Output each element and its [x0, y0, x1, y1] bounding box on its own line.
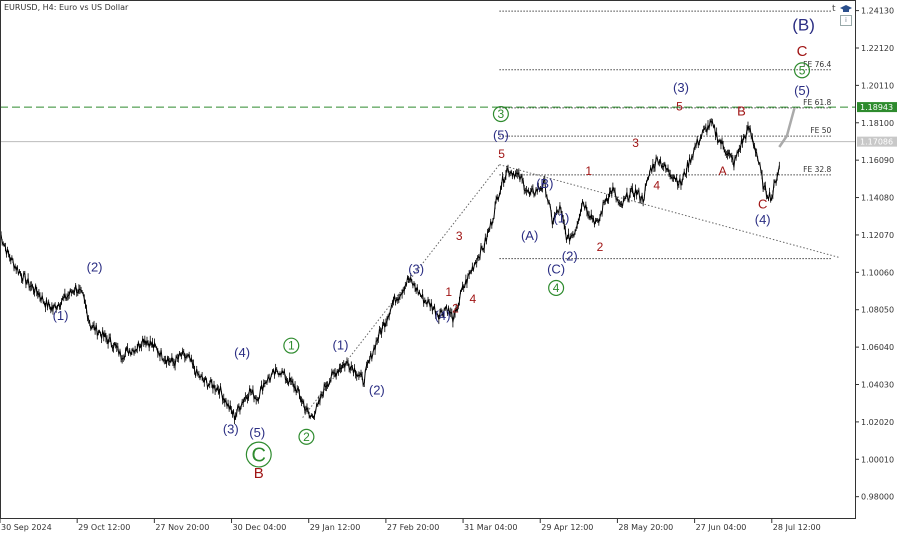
x-tick-label: 27 Feb 20:00	[387, 523, 439, 532]
y-tick-label: 1.12070	[861, 231, 894, 240]
wave-label: A	[719, 164, 727, 178]
wave-label: (2)	[562, 248, 578, 263]
triangle-trendline	[499, 164, 840, 259]
chart-title: EURUSD, H4: Euro vs US Dollar	[4, 3, 129, 12]
wave-label: 2	[597, 240, 604, 254]
forecast-line	[778, 107, 796, 148]
x-tick-label: 27 Nov 20:00	[155, 523, 209, 532]
wave-label: 2	[452, 302, 459, 316]
wave-label: (4)	[755, 212, 771, 227]
current-price-label: 1.17086	[860, 138, 893, 147]
wave-label: 1	[288, 339, 295, 353]
y-tick-label: 1.02020	[861, 418, 894, 427]
wave-label: (5)	[493, 128, 509, 143]
wave-label: (4)	[234, 345, 250, 360]
wave-circle	[793, 62, 811, 79]
wave-label: (B)	[536, 176, 553, 191]
wave-circle	[298, 428, 315, 445]
wave-label: (1)	[53, 308, 69, 323]
mode-letter[interactable]: t	[832, 4, 836, 14]
y-tick-label: 1.24130	[861, 7, 894, 16]
y-tick-label: 1.06040	[861, 343, 894, 352]
wave-label: (1)	[553, 210, 569, 225]
wave-circle	[245, 441, 272, 468]
wave-circle	[283, 337, 300, 354]
wave-label: (A)	[521, 228, 538, 243]
wave-label: (1)	[333, 338, 349, 353]
wave-label: 5	[676, 100, 683, 114]
wave-label: (3)	[223, 421, 239, 436]
time-axis: 30 Sep 2024 29 Oct 12:00 27 Nov 20:00 30 De…	[0, 519, 821, 532]
y-tick-label: 1.08050	[861, 306, 894, 315]
y-tick-label: 1.22120	[861, 44, 894, 53]
fib-level-label: FE 50	[810, 126, 831, 135]
price-axis: 1.24130 1.22120 1.20110 1.18100 1.16090 1.140…	[855, 7, 894, 502]
price-line	[0, 118, 780, 421]
top-right-controls: t i	[832, 4, 854, 26]
wave-label: 5	[498, 147, 505, 161]
wave-circle	[492, 106, 509, 123]
wave-label: (2)	[369, 382, 385, 397]
wave-label: (C)	[547, 261, 565, 276]
wave-circle	[548, 279, 565, 297]
fib-level-label: FE 61.8	[803, 98, 831, 107]
wave-label: 1	[445, 285, 452, 299]
target-price-label: 1.18943	[860, 103, 893, 112]
wave-label: 2	[303, 430, 310, 444]
y-tick-label: 0.98000	[861, 493, 894, 502]
wave-label: C	[252, 444, 266, 466]
wave-label: 4	[470, 292, 477, 306]
current-price-badge	[857, 136, 897, 147]
graduation-cap-icon[interactable]	[840, 4, 852, 14]
x-tick-label: 28 Jul 12:00	[773, 523, 821, 532]
y-tick-label: 1.18100	[861, 119, 894, 128]
wave-label: 3	[456, 229, 463, 243]
y-tick-label: 1.04030	[861, 381, 894, 390]
wave-label: 4	[553, 281, 560, 295]
fib-level-label: FE 32.8	[803, 165, 831, 174]
y-tick-label: 1.10060	[861, 268, 894, 277]
wave-label: C	[758, 196, 767, 211]
wave-label: (5)	[249, 425, 265, 440]
rising-trendline	[302, 164, 500, 418]
y-tick-label: 1.16090	[861, 156, 894, 165]
x-tick-label: 31 Mar 04:00	[464, 523, 517, 532]
x-tick-label: 27 Jun 04:00	[696, 523, 747, 532]
wave-label: 4	[653, 179, 660, 193]
wave-label: (4)	[435, 308, 451, 323]
wave-label: (B)	[792, 16, 815, 35]
x-tick-label: 30 Dec 04:00	[233, 523, 287, 532]
x-tick-label: 29 Oct 12:00	[78, 523, 130, 532]
info-box-icon[interactable]: i	[840, 15, 852, 26]
y-tick-label: 1.14080	[861, 194, 894, 203]
fib-level-label: FE 76.4	[803, 60, 831, 69]
plot-frame	[0, 0, 856, 519]
fibonacci-levels: FE 76.4 FE 61.8 FE 50 FE 32.8 1.18943 1.17086	[0, 10, 897, 260]
wave-label: B	[737, 103, 746, 118]
wave-labels: (1)(2)(3)(4)(5)CB12(1)(2)(3)(4)12343(5)5…	[53, 16, 815, 482]
price-series	[0, 107, 796, 425]
wave-label: 3	[632, 136, 639, 150]
y-tick-label: 1.00010	[861, 455, 894, 464]
x-tick-label: 29 Apr 12:00	[541, 523, 593, 532]
wave-label: (3)	[673, 80, 689, 95]
wave-label: (5)	[794, 83, 810, 98]
wave-label: 5	[799, 63, 806, 77]
x-tick-label: 30 Sep 2024	[1, 523, 52, 532]
wave-label: 3	[498, 107, 505, 121]
wave-label: C	[797, 43, 808, 60]
y-tick-label: 1.20110	[861, 81, 894, 90]
x-tick-label: 28 May 20:00	[618, 523, 673, 532]
x-tick-label: 29 Jan 12:00	[310, 523, 361, 532]
target-price-badge	[857, 102, 897, 113]
wave-label: B	[254, 465, 264, 482]
wave-label: (3)	[408, 261, 424, 276]
wave-label: (2)	[87, 260, 103, 275]
wave-label: 1	[585, 164, 592, 178]
